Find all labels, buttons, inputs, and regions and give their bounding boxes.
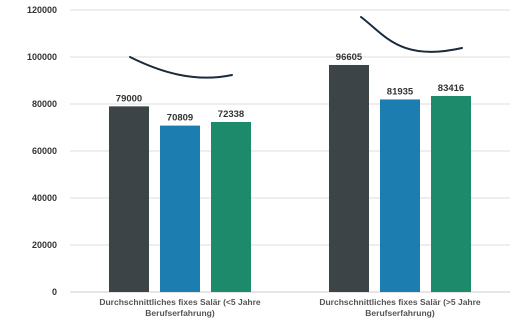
y-axis: 0 20000 40000 60000 80000 100000 120000: [27, 5, 57, 297]
data-labels: 79000 70809 72338 96605 81935 83416: [116, 52, 464, 124]
x-category-label: Durchschnittliches fixes Salär (<5 Jahre…: [99, 297, 261, 318]
bar: [211, 122, 251, 292]
data-label: 81935: [387, 86, 414, 97]
bar: [329, 64, 369, 293]
bar: [160, 125, 200, 292]
y-tick-label: 80000: [32, 99, 57, 109]
x-category-label: Durchschnittliches fixes Salär (>5 Jahre…: [319, 297, 481, 318]
bar: [380, 99, 420, 292]
data-label: 70809: [167, 113, 193, 124]
x-axis: Durchschnittliches fixes Salär (<5 Jahre…: [99, 297, 481, 318]
y-tick-label: 100000: [27, 52, 57, 62]
annotation-curve-1: [129, 56, 233, 79]
data-label: 79000: [116, 93, 142, 104]
y-tick-label: 0: [52, 287, 57, 297]
bar: [109, 106, 149, 292]
annotation-curve-2: [360, 16, 463, 53]
data-label: 96605: [336, 52, 363, 63]
data-label: 72338: [218, 109, 244, 120]
bar: [431, 95, 471, 292]
annotations: [129, 16, 463, 79]
data-label: 83416: [438, 83, 464, 94]
y-tick-label: 40000: [32, 193, 57, 203]
bars: [109, 64, 471, 293]
y-tick-label: 60000: [32, 146, 57, 156]
y-tick-label: 20000: [32, 240, 57, 250]
y-tick-label: 120000: [27, 5, 57, 15]
